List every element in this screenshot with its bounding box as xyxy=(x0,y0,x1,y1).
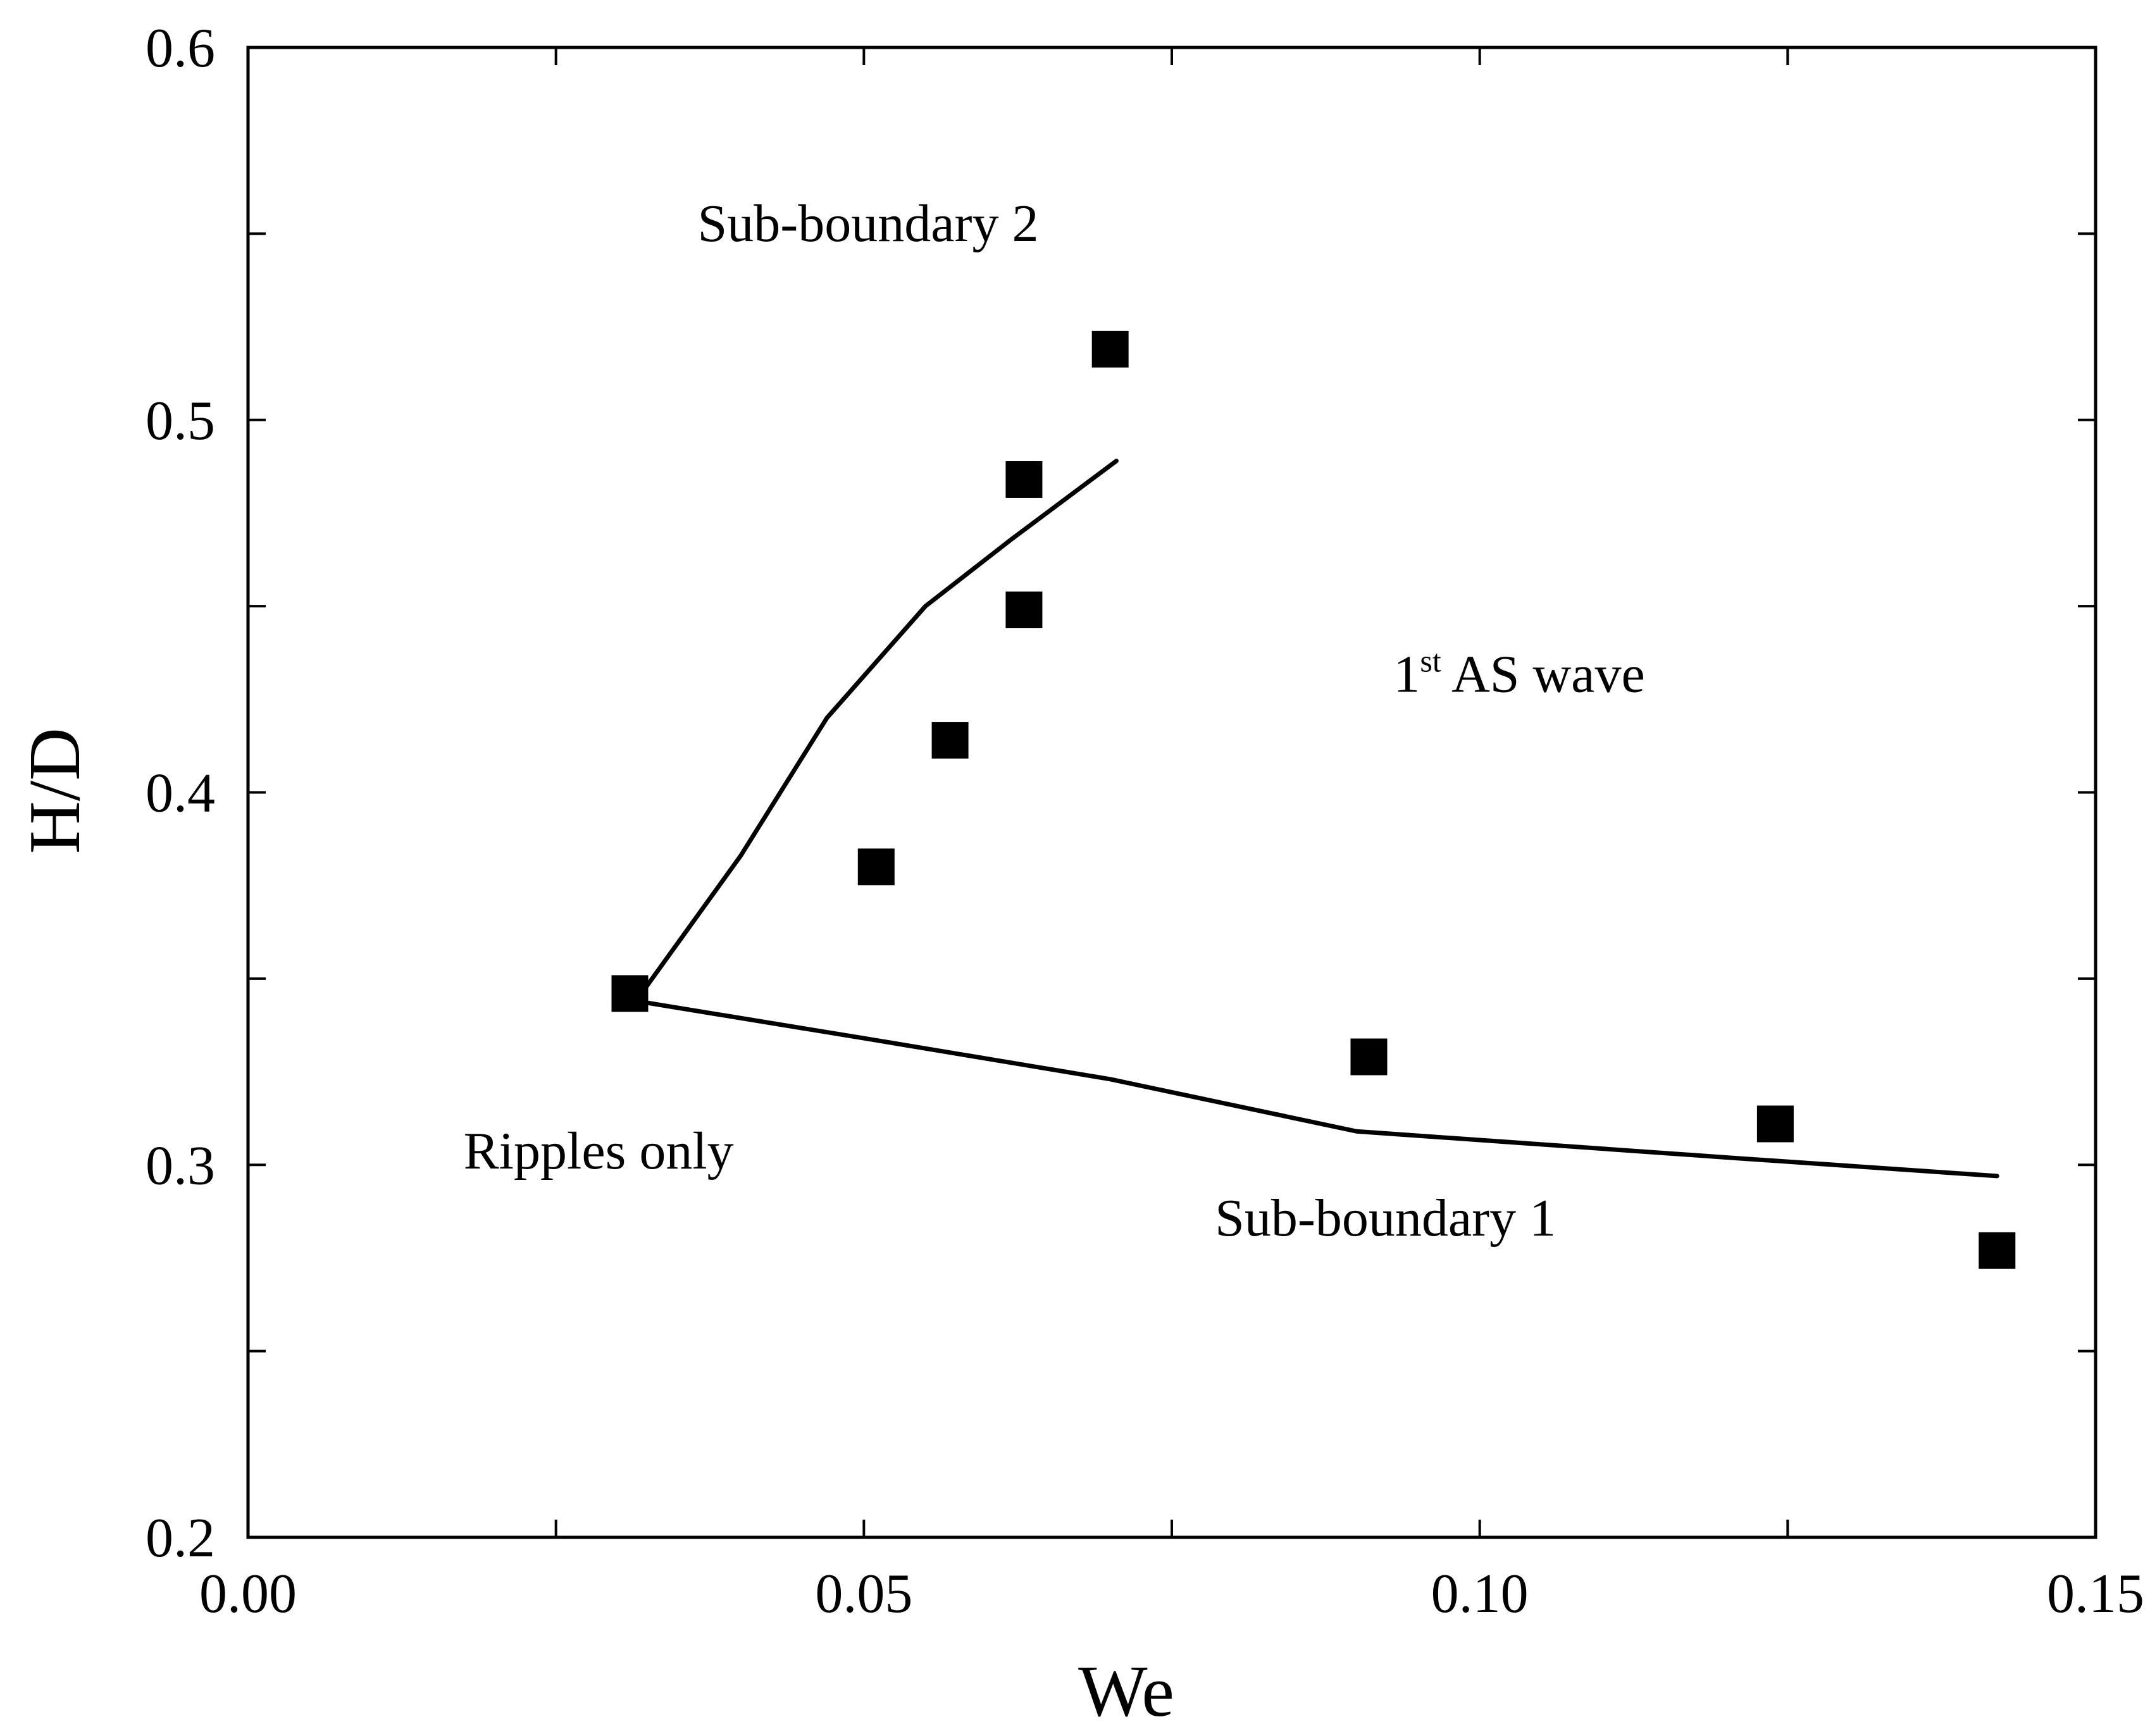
data-point-square xyxy=(857,848,895,886)
data-point-square xyxy=(1979,1232,2016,1269)
sub-boundary-1-line xyxy=(633,998,1999,1179)
y-axis-title: H/D xyxy=(15,728,96,854)
x-tick-label: 0.05 xyxy=(815,1563,912,1625)
x-tick-label: 0.15 xyxy=(2047,1563,2144,1625)
x-tick-label: 0.00 xyxy=(199,1563,297,1625)
data-point-square xyxy=(1091,330,1129,368)
data-point-square xyxy=(1350,1038,1388,1076)
y-tick-label: 0.4 xyxy=(146,763,215,824)
y-tick-label: 0.6 xyxy=(146,18,215,79)
data-point-square xyxy=(931,722,969,759)
y-tick-label: 0.2 xyxy=(146,1508,215,1569)
annotation-sub-boundary-2: Sub-boundary 2 xyxy=(698,194,1039,253)
y-tick-label: 0.5 xyxy=(146,390,215,452)
x-tick-label: 0.10 xyxy=(1431,1563,1529,1625)
axis-ticks xyxy=(247,46,2097,1539)
axis-tick-labels: 0.00 0.05 0.10 0.15 0.2 0.3 0.4 0.5 0.6 xyxy=(146,18,2144,1625)
y-tick-label: 0.3 xyxy=(146,1135,215,1196)
data-point-square xyxy=(611,975,649,1012)
boundary-lines xyxy=(633,459,1999,1179)
plot-frame xyxy=(246,46,2097,1539)
annotation-first-as-wave: 1st AS wave xyxy=(1393,643,1644,704)
annotation-ripples-only: Ripples only xyxy=(464,1122,734,1181)
data-point-square xyxy=(1005,592,1043,629)
region-annotations: Sub-boundary 2 1st AS wave Ripples only Sub… xyxy=(464,194,1645,1248)
data-points xyxy=(611,330,2016,1269)
x-axis-title: We xyxy=(1078,1651,1174,1732)
data-point-square xyxy=(1756,1105,1794,1143)
sub-boundary-2-line xyxy=(633,459,1119,1003)
annotation-sub-boundary-1: Sub-boundary 1 xyxy=(1215,1189,1556,1248)
data-point-square xyxy=(1005,461,1043,498)
